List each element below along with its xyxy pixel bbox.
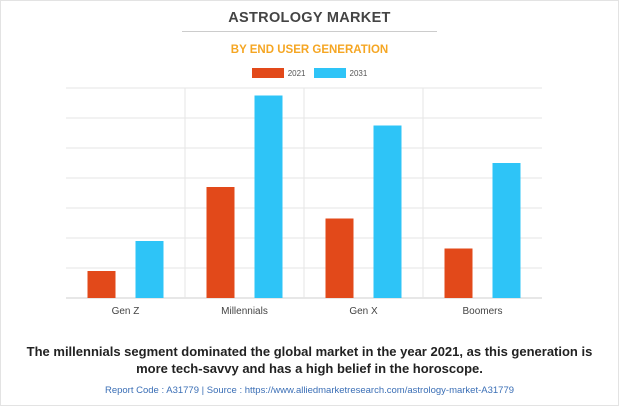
x-tick-label: Millennials bbox=[221, 306, 268, 317]
chart-subtitle: BY END USER GENERATION bbox=[230, 44, 389, 56]
x-tick-label: Boomers bbox=[462, 306, 502, 317]
bar-2031-boomers bbox=[492, 163, 521, 298]
legend-item-2021[interactable]: 2021 bbox=[251, 68, 306, 78]
bar-chart: Gen Z Millennials Gen X Boomers bbox=[66, 87, 542, 317]
bar-2021-gen-x bbox=[325, 218, 354, 298]
bar-2021-millennials bbox=[206, 187, 235, 298]
legend-label-2031: 2031 bbox=[349, 68, 368, 78]
legend-item-2031[interactable]: 2031 bbox=[313, 68, 368, 78]
legend-label-2021: 2021 bbox=[287, 68, 306, 78]
title-divider bbox=[182, 31, 437, 32]
bar-2031-gen-z bbox=[135, 241, 164, 298]
bar-2021-gen-z bbox=[87, 271, 116, 298]
source-line[interactable]: Report Code : A31779 | Source : https://… bbox=[104, 385, 515, 396]
legend-swatch-2021 bbox=[251, 68, 284, 78]
bar-2021-boomers bbox=[444, 248, 473, 298]
legend-swatch-2031 bbox=[313, 68, 346, 78]
chart-title: ASTROLOGY MARKET bbox=[228, 10, 391, 26]
x-tick-label: Gen X bbox=[349, 306, 378, 317]
chart-legend: 2021 2031 bbox=[0, 68, 619, 78]
caption-line-1: The millennials segment dominated the gl… bbox=[26, 344, 593, 359]
caption-line-2: more tech-savvy and has a high belief in… bbox=[136, 361, 483, 376]
chart-caption: The millennials segment dominated the gl… bbox=[0, 343, 619, 377]
bar-2031-millennials bbox=[254, 95, 283, 298]
bar-2031-gen-x bbox=[373, 125, 402, 298]
x-tick-label: Gen Z bbox=[112, 306, 140, 317]
